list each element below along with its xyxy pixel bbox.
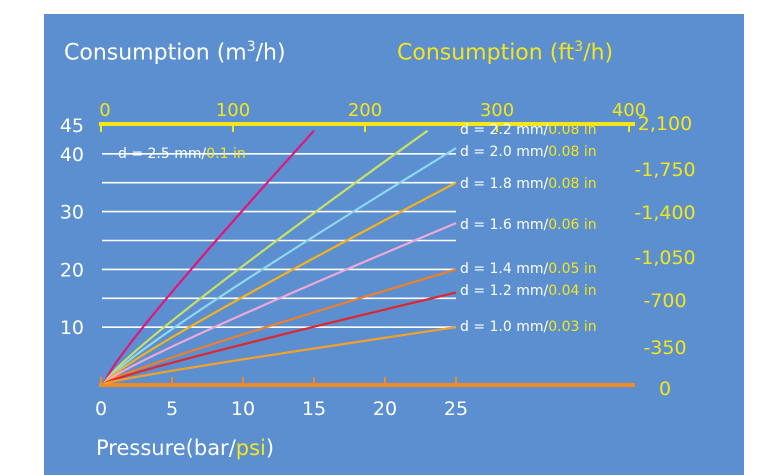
left-axis-tick-label: 10 — [60, 317, 84, 339]
series-label-mm: d = 2.5 mm/ — [118, 146, 207, 162]
series-label-inch: 0.03 in — [548, 319, 596, 335]
series-label: d = 1.4 mm/0.05 in — [460, 261, 597, 277]
right-axis-tick-label: 0 — [659, 378, 671, 400]
series-line — [104, 223, 456, 384]
left-axis-tick-label: 20 — [60, 259, 84, 281]
series-label-inch: 0.06 in — [548, 217, 596, 233]
top-axis-tick-label: 0 — [99, 100, 110, 121]
x-axis-label-psi: psi — [236, 436, 266, 460]
series-label-mm: d = 2.0 mm/ — [460, 144, 549, 160]
x-axis-label-suffix: ) — [266, 436, 274, 460]
right-axis-tick-label: 2,100 — [638, 113, 692, 135]
top-axis-tick-label: 200 — [348, 100, 382, 121]
series-label-mm: d = 1.6 mm/ — [460, 217, 549, 233]
series-label-mm: d = 1.8 mm/ — [460, 176, 549, 192]
bottom-axis-tick-label: 20 — [373, 398, 397, 420]
right-axis-tick-label: -1,050 — [634, 247, 695, 269]
top-axis-tick-label: 100 — [216, 100, 250, 121]
series-line — [104, 293, 456, 384]
series-line — [104, 131, 428, 384]
series-label: d = 1.8 mm/0.08 in — [460, 176, 597, 192]
x-axis-label-text: Pressure(bar/ — [96, 436, 236, 460]
series-label-mm: d = 1.4 mm/ — [460, 261, 549, 277]
series-label: d = 2.2 mm/0.08 in — [460, 122, 597, 138]
right-axis-tick-label: -700 — [643, 290, 686, 312]
right-axis-tick-label: -350 — [643, 337, 686, 359]
series-label-inch: 0.08 in — [548, 122, 596, 138]
series-label: d = 1.2 mm/0.04 in — [460, 283, 597, 299]
bottom-axis-tick-label: 0 — [95, 398, 107, 420]
series-label-mm: d = 1.2 mm/ — [460, 283, 549, 299]
series-label: d = 2.5 mm/0.1 in — [118, 146, 246, 162]
bottom-axis-tick-label: 15 — [302, 398, 326, 420]
series-label-mm: d = 2.2 mm/ — [460, 122, 549, 138]
bottom-axis-tick-label: 25 — [444, 398, 468, 420]
left-axis-tick-label: 30 — [60, 202, 84, 224]
left-axis-tick-label: 45 — [60, 115, 84, 137]
series-label: d = 2.0 mm/0.08 in — [460, 144, 597, 160]
series-label-inch: 0.08 in — [548, 144, 596, 160]
series-label: d = 1.0 mm/0.03 in — [460, 319, 597, 335]
bottom-axis-tick-label: 5 — [166, 398, 178, 420]
bottom-axis-tick-label: 10 — [231, 398, 255, 420]
series-label-inch: 0.1 in — [206, 146, 245, 162]
series-label-inch: 0.05 in — [548, 261, 596, 277]
series-label: d = 1.6 mm/0.06 in — [460, 217, 597, 233]
x-axis-label: Pressure(bar/psi) — [96, 436, 274, 460]
series-label-inch: 0.08 in — [548, 176, 596, 192]
right-axis-tick-label: -1,400 — [634, 202, 695, 224]
series-label-inch: 0.04 in — [548, 283, 596, 299]
left-axis-tick-label: 40 — [60, 144, 84, 166]
series-label-mm: d = 1.0 mm/ — [460, 319, 549, 335]
right-axis-tick-label: -1,750 — [634, 159, 695, 181]
top-axis-tick-label: 300 — [480, 100, 514, 121]
